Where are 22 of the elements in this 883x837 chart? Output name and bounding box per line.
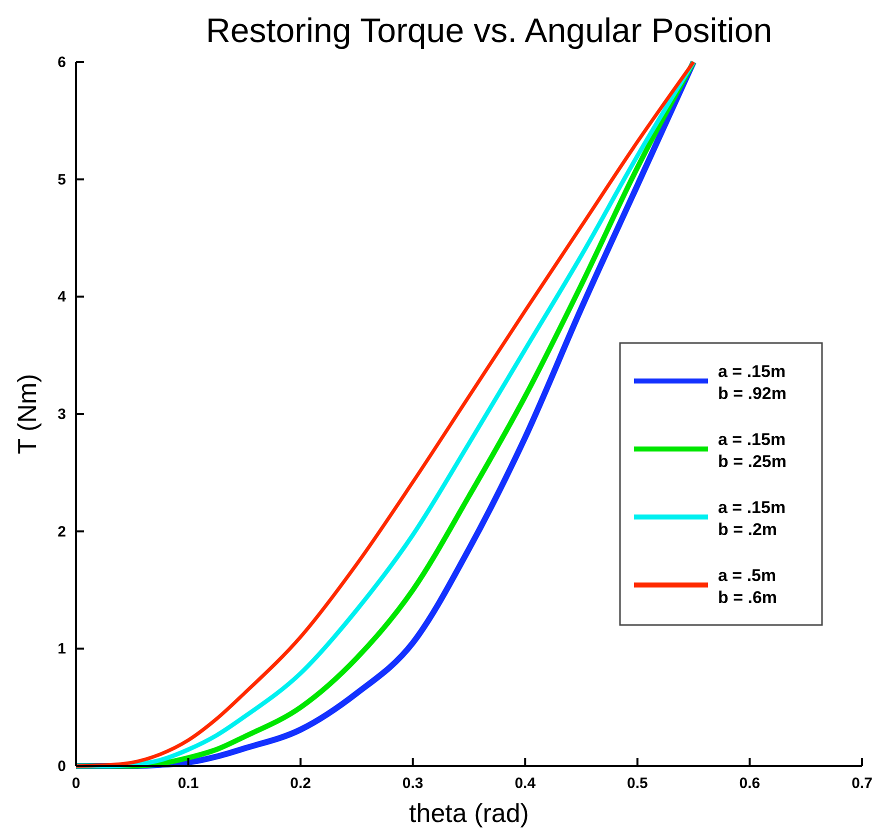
x-tick-label: 0.5 <box>627 775 648 792</box>
x-tick-label: 0 <box>72 775 80 792</box>
x-tick-label: 0.1 <box>178 775 199 792</box>
x-tick-label: 0.3 <box>402 775 424 792</box>
legend-label: a = .15m b = .25m <box>718 430 787 471</box>
x-axis-title: theta (rad) <box>409 798 529 828</box>
legend-label: a = .15m b = .2m <box>718 498 786 539</box>
x-tick-label: 0.7 <box>852 775 872 792</box>
y-axis-title: T (Nm) <box>12 374 42 454</box>
y-tick-label: 2 <box>58 523 66 540</box>
y-tick-label: 4 <box>58 288 67 306</box>
x-tick-label: 0.2 <box>290 775 311 792</box>
y-tick-label: 1 <box>58 640 66 658</box>
y-tick-label: 5 <box>58 171 66 188</box>
y-tick-label: 3 <box>58 406 66 423</box>
y-tick-label: 6 <box>58 54 66 71</box>
chart-title: Restoring Torque vs. Angular Position <box>206 12 772 50</box>
x-tick-label: 0.4 <box>514 775 536 792</box>
legend-label: a = .5m b = .6m <box>718 566 778 607</box>
legend-label: a = .15m b = .92m <box>718 362 787 403</box>
y-tick-label: 0 <box>58 758 66 775</box>
x-tick-label: 0.6 <box>739 775 760 792</box>
